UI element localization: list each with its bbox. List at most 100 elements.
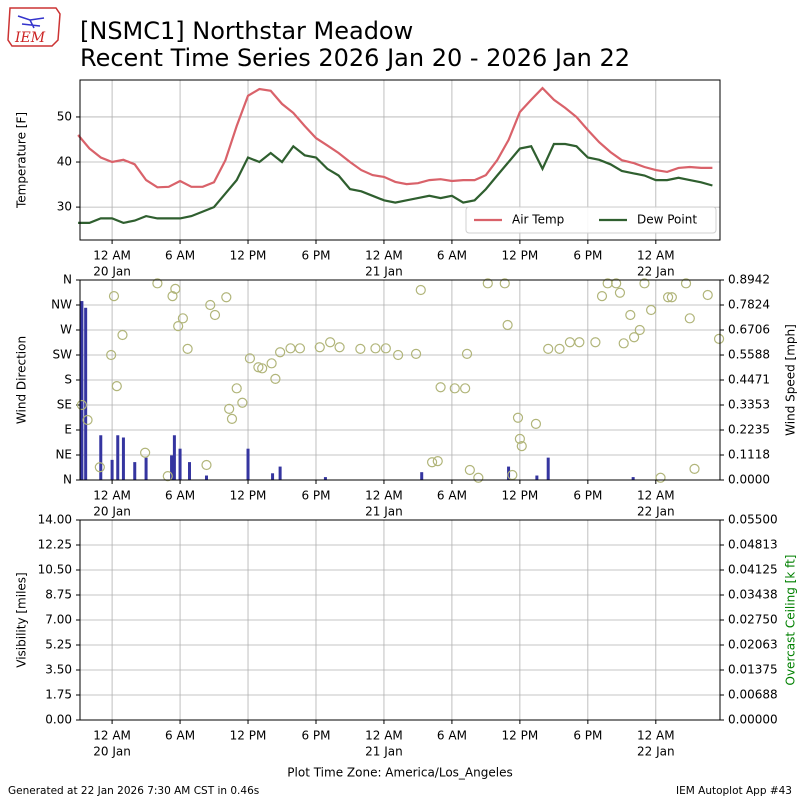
direction-point <box>618 338 629 349</box>
speed-bar <box>246 448 250 480</box>
direction-point <box>449 383 460 394</box>
direction-point <box>177 313 188 324</box>
y2-axis-label: Overcast Ceiling [k ft] <box>784 555 798 686</box>
speed-bar <box>323 477 327 480</box>
x-axis-label: Plot Time Zone: America/Los_Angeles <box>287 766 512 780</box>
legend-label: Air Temp <box>512 213 564 227</box>
line-series <box>77 86 713 189</box>
tick-label: 20 Jan <box>93 505 131 519</box>
speed-bar <box>420 472 424 480</box>
footer-right: IEM Autoplot App #43 <box>676 785 792 797</box>
legend-label: Dew Point <box>637 213 697 227</box>
tick-label: 21 Jan <box>365 265 403 279</box>
direction-point <box>512 412 524 423</box>
direction-point <box>106 349 117 361</box>
direction-point <box>275 347 286 358</box>
tick-label: S <box>64 373 72 387</box>
tick-label: 0.02063 <box>728 638 778 652</box>
direction-point <box>325 337 336 348</box>
direction-point <box>94 462 105 473</box>
tick-label: 6 AM <box>165 249 195 263</box>
direction-point <box>460 383 471 394</box>
tick-label: 12 AM <box>365 489 403 503</box>
tick-label: 12 AM <box>93 489 131 503</box>
logo-text: IEM <box>14 30 46 46</box>
tick-label: 0.00688 <box>728 688 778 702</box>
speed-bar <box>121 437 125 480</box>
tick-label: 20 Jan <box>93 265 131 279</box>
direction-point <box>209 309 221 321</box>
tick-label: E <box>64 423 72 437</box>
tick-label: 0.03438 <box>728 588 778 602</box>
tick-label: 0.3353 <box>728 398 770 412</box>
tick-label: 20 Jan <box>93 745 131 759</box>
tick-label: 12 AM <box>637 489 675 503</box>
direction-point <box>294 343 306 354</box>
tick-label: 7.00 <box>45 613 72 627</box>
direction-point <box>464 464 475 476</box>
direction-point <box>117 329 128 341</box>
tick-label: 0.02750 <box>728 613 778 627</box>
tick-label: 12 PM <box>502 249 539 263</box>
tick-label: SE <box>57 398 72 412</box>
direction-point <box>713 333 725 344</box>
title: [NSMC1] Northstar Meadow <box>80 17 413 45</box>
tick-label: 50 <box>57 109 72 123</box>
speed-bar <box>99 435 103 480</box>
direction-point <box>182 343 193 354</box>
direction-point <box>314 342 325 353</box>
tick-label: 6 AM <box>165 489 195 503</box>
direction-point <box>201 459 212 471</box>
tick-label: 10.50 <box>38 563 72 577</box>
speed-bar <box>278 466 282 480</box>
speed-bar <box>271 473 275 480</box>
logo: IEM <box>7 7 61 47</box>
speed-bar <box>172 435 176 480</box>
direction-point <box>574 337 585 348</box>
logo-lines <box>17 15 45 29</box>
direction-point <box>370 343 381 354</box>
direction-point <box>432 456 443 467</box>
direction-point <box>596 291 608 302</box>
speed-bar <box>84 307 88 480</box>
tick-label: 12 PM <box>502 489 539 503</box>
tick-label: 12 AM <box>637 249 675 263</box>
direction-point <box>270 373 281 384</box>
direction-point <box>702 289 713 301</box>
tick-label: N <box>63 273 72 287</box>
plot-frame <box>79 79 721 241</box>
tick-label: W <box>60 323 72 337</box>
plot-frame <box>79 279 721 481</box>
direction-point <box>680 278 692 289</box>
footer-left: Generated at 22 Jan 2026 7:30 AM CST in … <box>8 785 259 797</box>
legend-box <box>465 206 717 234</box>
tick-label: 14.00 <box>38 513 72 527</box>
direction-point <box>684 313 695 324</box>
y-axis-label: Visibility [miles] <box>15 572 29 667</box>
tick-label: 8.75 <box>45 588 72 602</box>
direction-point <box>76 399 87 411</box>
direction-point <box>380 343 391 354</box>
direction-point <box>639 278 650 289</box>
tick-label: 6 PM <box>301 489 330 503</box>
direction-point <box>152 278 163 289</box>
speed-bar <box>170 455 174 480</box>
direction-point <box>393 349 404 361</box>
tick-label: 22 Jan <box>637 505 675 519</box>
speed-bar <box>187 462 191 480</box>
direction-point <box>516 441 527 452</box>
direction-point <box>662 292 674 303</box>
speed-bar <box>116 435 120 480</box>
tick-label: 12 AM <box>637 729 675 743</box>
speed-bar <box>178 448 182 480</box>
tick-label: 0.2235 <box>728 423 770 437</box>
direction-point <box>611 278 622 289</box>
tick-label: NE <box>55 448 72 462</box>
tick-label: N <box>63 473 72 487</box>
tick-label: 12 AM <box>93 729 131 743</box>
tick-label: 6 PM <box>573 489 602 503</box>
tick-label: 21 Jan <box>365 745 403 759</box>
direction-point <box>554 343 565 354</box>
direction-point <box>244 353 256 364</box>
tick-label: 6 AM <box>437 729 467 743</box>
